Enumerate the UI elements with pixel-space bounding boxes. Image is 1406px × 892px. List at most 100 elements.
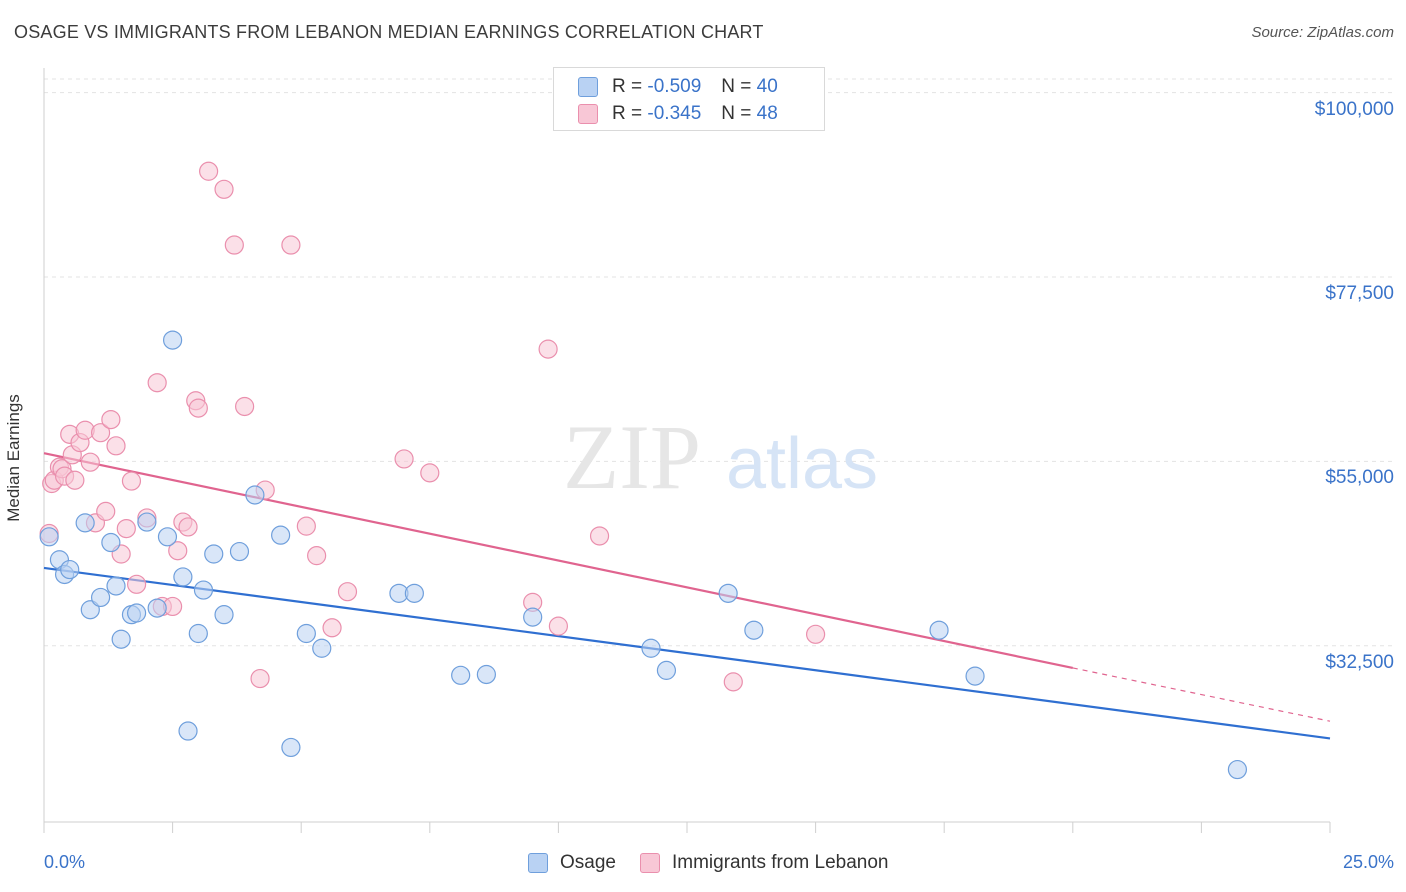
data-point-lebanon: [168, 541, 188, 561]
legend-row-lebanon: R = -0.345 N = 48: [578, 103, 778, 125]
data-point-osage: [312, 638, 332, 658]
watermark-atlas: atlas: [726, 424, 878, 504]
legend-item-lebanon: Immigrants from Lebanon: [639, 852, 889, 874]
trend-line-lebanon: [43, 452, 1074, 669]
y-tick-label: $77,500: [1325, 282, 1394, 304]
data-point-lebanon: [723, 672, 743, 692]
grid-lines: [44, 78, 1395, 647]
data-point-osage: [404, 583, 424, 603]
data-point-lebanon: [250, 668, 270, 689]
y-axis-label: Median Earnings: [4, 394, 23, 522]
chart-title: OSAGE VS IMMIGRANTS FROM LEBANON MEDIAN …: [14, 22, 764, 42]
data-point-osage: [229, 541, 250, 562]
data-point-osage: [656, 660, 677, 680]
legend-swatch-osage: [528, 853, 548, 873]
legend-label-lebanon: Immigrants from Lebanon: [671, 852, 889, 873]
data-point-lebanon: [116, 518, 136, 539]
data-point-osage: [157, 527, 178, 547]
legend-swatch-osage: [578, 77, 598, 97]
data-point-osage: [271, 525, 291, 545]
legend-swatch-lebanon: [578, 104, 598, 124]
data-point-lebanon: [101, 409, 121, 430]
data-point-lebanon: [322, 618, 342, 638]
legend-n-label: N =: [721, 103, 752, 124]
data-point-osage: [60, 559, 80, 580]
legend-r-value: -0.345: [647, 103, 702, 124]
data-point-lebanon: [90, 423, 111, 443]
data-point-osage: [451, 665, 471, 685]
data-point-osage: [90, 587, 111, 608]
data-point-lebanon: [281, 235, 301, 255]
data-point-lebanon: [188, 398, 208, 418]
data-point-lebanon: [394, 449, 414, 469]
data-point-osage: [193, 580, 214, 600]
data-point-osage: [965, 666, 985, 686]
trend-line-lebanon-extrapolated: [1072, 667, 1331, 722]
data-point-lebanon: [235, 396, 255, 417]
data-point-lebanon: [224, 235, 244, 255]
y-tick-label: $32,500: [1325, 651, 1394, 673]
data-point-lebanon: [178, 517, 198, 537]
data-point-lebanon: [121, 471, 142, 491]
data-point-lebanon: [96, 501, 116, 521]
data-point-lebanon: [805, 624, 826, 644]
data-point-osage: [80, 600, 100, 620]
data-point-osage: [204, 544, 224, 564]
y-tick-label: $55,000: [1325, 467, 1394, 489]
data-point-lebanon: [106, 436, 126, 456]
data-point-lebanon: [80, 452, 100, 472]
legend-r-label: R =: [612, 76, 643, 97]
series-legend: Osage Immigrants from Lebanon: [528, 852, 912, 874]
legend-n-value: 48: [756, 103, 778, 124]
axes: [43, 68, 1331, 833]
x-axis-max-label: 25.0%: [1342, 852, 1394, 872]
legend-n-value: 40: [756, 76, 778, 97]
watermark-zip: ZIP: [563, 406, 701, 508]
data-point-osage: [147, 598, 167, 618]
data-point-osage: [106, 576, 126, 596]
data-point-osage: [101, 532, 121, 553]
x-axis-min-label: 0.0%: [44, 852, 86, 872]
legend-n-label: N =: [721, 76, 752, 97]
data-point-lebanon: [147, 373, 167, 393]
data-point-osage: [641, 638, 661, 658]
legend-label-osage: Osage: [560, 852, 616, 873]
data-point-osage: [245, 485, 265, 505]
source-label: Source: ZipAtlas.com: [1251, 24, 1394, 41]
data-point-lebanon: [337, 582, 358, 602]
data-point-osage: [75, 513, 95, 533]
data-point-lebanon: [126, 574, 147, 594]
data-point-osage: [137, 512, 157, 532]
data-point-osage: [929, 620, 949, 640]
data-point-lebanon: [307, 546, 327, 566]
watermark: ZIP atlas: [563, 406, 878, 508]
data-point-osage: [1227, 759, 1248, 780]
legend-r-value: -0.509: [647, 76, 702, 97]
data-point-osage: [281, 737, 301, 758]
data-point-osage: [163, 330, 183, 350]
stats-legend: R = -0.509 N = 40 R = -0.345 N = 48: [553, 67, 825, 131]
series-osage-points: [39, 330, 1248, 780]
data-point-osage: [214, 605, 234, 625]
data-point-osage: [178, 721, 198, 741]
data-point-osage: [39, 527, 59, 547]
y-tick-label: $100,000: [1314, 98, 1394, 120]
data-point-lebanon: [199, 161, 219, 181]
data-point-osage: [296, 623, 316, 644]
legend-r-label: R =: [612, 103, 643, 124]
data-point-lebanon: [548, 616, 569, 636]
data-point-osage: [744, 620, 764, 640]
data-point-osage: [523, 607, 543, 627]
legend-row-osage: R = -0.509 N = 40: [578, 76, 778, 98]
legend-item-osage: Osage: [528, 852, 616, 874]
data-point-lebanon: [420, 463, 440, 483]
data-point-lebanon: [296, 516, 316, 536]
data-point-osage: [718, 583, 738, 603]
trend-lines: [43, 452, 1331, 740]
data-point-osage: [476, 664, 496, 685]
data-point-osage: [126, 603, 147, 623]
data-point-lebanon: [589, 526, 610, 546]
data-point-osage: [173, 567, 193, 587]
data-point-lebanon: [214, 179, 234, 199]
